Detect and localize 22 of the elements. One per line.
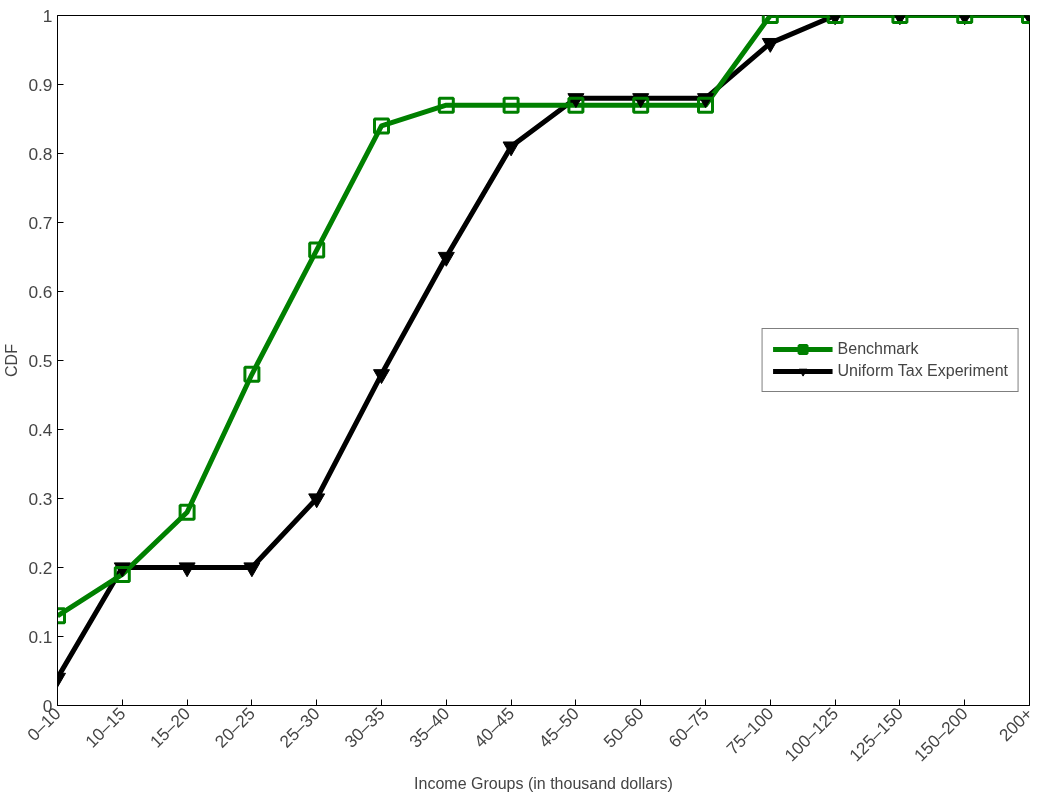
y-tick-label: 0.2: [28, 557, 53, 578]
y-tick-label: 0.1: [28, 626, 53, 647]
point: [243, 562, 261, 578]
legend-label: Uniform Tax Experiment: [837, 362, 1008, 380]
y-tick-label: 1: [42, 5, 53, 26]
y-tick-label: 0.3: [28, 488, 53, 509]
y-axis-title: CDF: [3, 343, 21, 377]
point: [502, 141, 520, 157]
point: [178, 562, 196, 578]
point: [178, 503, 196, 521]
x-axis-title: Income Groups (in thousand dollars): [414, 775, 673, 793]
y-tick-label: 0.8: [28, 143, 53, 164]
y-tick-label: 0.5: [28, 350, 53, 371]
point: [437, 251, 455, 267]
y-tick-label: 0.4: [28, 419, 53, 440]
point: [373, 369, 390, 385]
y-tick-label: 0.9: [28, 74, 53, 95]
point: [308, 493, 326, 509]
legend-label: Benchmark: [837, 340, 919, 358]
y-tick-label: 0.6: [28, 281, 53, 302]
y-tick-label: 0.7: [28, 212, 53, 233]
point: [113, 565, 131, 583]
